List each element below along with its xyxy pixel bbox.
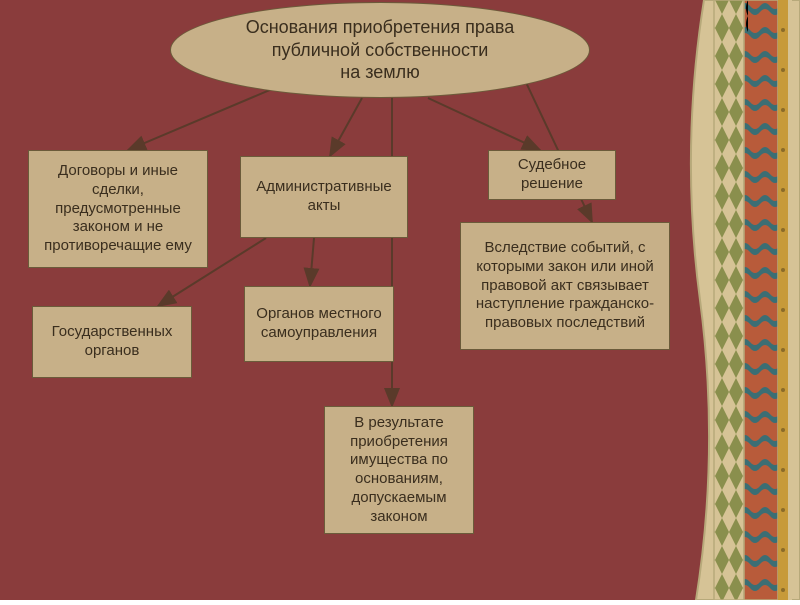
box-state-bodies-text: Государственных органов bbox=[52, 323, 173, 361]
title-text: Основания приобретения права публичной с… bbox=[211, 16, 549, 84]
box-contracts-text: Договоры и иные сделки, предусмотренные … bbox=[37, 162, 199, 256]
box-contracts: Договоры и иные сделки, предусмотренные … bbox=[28, 150, 208, 268]
box-local-bodies: Органов местного самоуправления bbox=[244, 286, 394, 362]
box-acquisition: В результате приобретения имущества по о… bbox=[324, 406, 474, 534]
title-ellipse: Основания приобретения права публичной с… bbox=[170, 2, 590, 98]
box-events: Вследствие событий, с которыми закон или… bbox=[460, 222, 670, 350]
decorative-strip bbox=[680, 0, 800, 600]
box-court-text: Судебное решение bbox=[497, 156, 607, 194]
box-events-text: Вследствие событий, с которыми закон или… bbox=[469, 239, 661, 333]
box-court: Судебное решение bbox=[488, 150, 616, 200]
box-local-bodies-text: Органов местного самоуправления bbox=[253, 305, 385, 343]
box-admin-acts: Административные акты bbox=[240, 156, 408, 238]
diagram-stage: Основания приобретения права публичной с… bbox=[0, 0, 800, 600]
box-acquisition-text: В результате приобретения имущества по о… bbox=[333, 414, 465, 527]
box-state-bodies: Государственных органов bbox=[32, 306, 192, 378]
box-admin-acts-text: Административные акты bbox=[256, 178, 391, 216]
